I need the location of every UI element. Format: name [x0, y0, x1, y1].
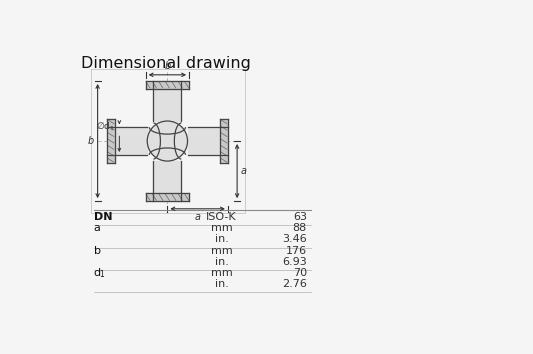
Text: in.: in. [215, 234, 229, 244]
Text: mm: mm [211, 268, 232, 278]
Text: 63: 63 [293, 212, 307, 222]
Bar [115, 127, 147, 155]
Text: ISO-K: ISO-K [206, 212, 237, 222]
Text: a: a [94, 223, 101, 233]
Text: 6.93: 6.93 [282, 257, 307, 267]
Text: DN: DN [94, 212, 112, 222]
Text: 88: 88 [293, 223, 307, 233]
Text: 1: 1 [99, 270, 103, 279]
Bar [188, 127, 220, 155]
Text: in.: in. [215, 279, 229, 289]
Text: in.: in. [215, 257, 229, 267]
Text: 176: 176 [286, 246, 307, 256]
Bar [146, 81, 189, 89]
Text: a: a [195, 212, 200, 222]
Text: d: d [94, 268, 101, 278]
Text: a: a [240, 166, 246, 176]
Text: b: b [94, 246, 101, 256]
Text: Dimensional drawing: Dimensional drawing [80, 56, 251, 72]
Text: mm: mm [211, 223, 232, 233]
Text: b: b [87, 136, 94, 146]
Bar [220, 120, 228, 162]
Bar [154, 161, 181, 193]
Bar [107, 120, 115, 162]
Bar [154, 89, 181, 121]
Bar [146, 193, 189, 201]
Text: mm: mm [211, 246, 232, 256]
Text: 70: 70 [293, 268, 307, 278]
Text: b: b [164, 61, 171, 71]
Text: 2.76: 2.76 [282, 279, 307, 289]
Circle shape [147, 121, 188, 161]
Text: 3.46: 3.46 [282, 234, 307, 244]
Text: $\varnothing$d$_1$: $\varnothing$d$_1$ [95, 120, 115, 133]
